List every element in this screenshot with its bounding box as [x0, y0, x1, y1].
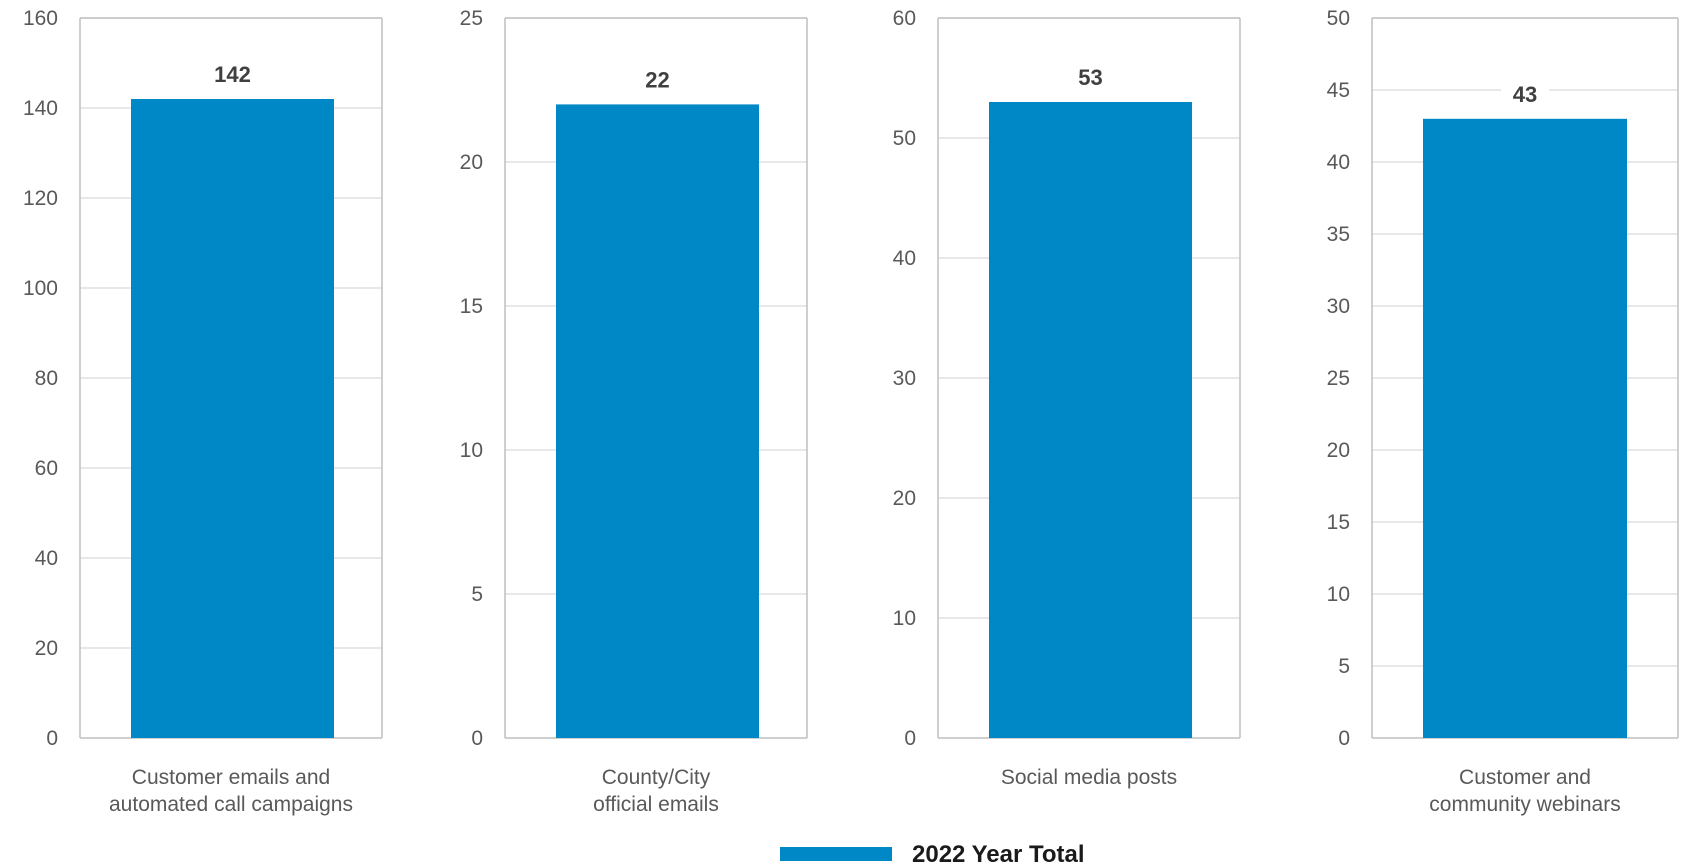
y-tick-label: 40 [893, 247, 916, 270]
y-tick-label: 10 [1327, 583, 1350, 606]
y-tick-label: 40 [35, 547, 58, 570]
chart-panel-2: 0 5 10 15 20 25 22 County/City official emails [460, 7, 808, 816]
y-tick-label: 60 [893, 7, 916, 30]
y-tick-label: 100 [23, 277, 58, 300]
y-tick-label: 45 [1327, 79, 1350, 102]
bar [1423, 118, 1627, 739]
legend-swatch [780, 847, 892, 861]
y-tick-label: 30 [893, 367, 916, 390]
bar [131, 99, 334, 738]
y-tick-label: 15 [460, 295, 483, 318]
y-tick-label: 40 [1327, 151, 1350, 174]
data-label-background [1066, 63, 1115, 91]
y-tick-label: 20 [460, 151, 483, 174]
bar [989, 102, 1192, 738]
y-tick-label: 15 [1327, 511, 1350, 534]
chart-panel-1: 0 20 40 60 80 100 120 140 160 142 Customer emails … [23, 7, 383, 816]
y-tick-label: 120 [23, 187, 58, 210]
y-tick-label: 10 [893, 607, 916, 630]
x-category-label: community webinars [1429, 793, 1620, 816]
y-tick-label: 30 [1327, 295, 1350, 318]
chart-panel-3: 0 10 20 30 40 50 60 53 Social media posts [893, 7, 1241, 789]
y-tick-label: 0 [471, 727, 483, 750]
y-tick-label: 60 [35, 457, 58, 480]
y-tick-label: 5 [1338, 655, 1350, 678]
y-tick-label: 0 [46, 727, 58, 750]
y-tick-label: 160 [23, 7, 58, 30]
chart-panel-4: 0 5 10 15 20 25 30 35 40 45 50 43 Customer and commun… [1327, 7, 1679, 816]
y-tick-label: 10 [460, 439, 483, 462]
data-label: 43 [1513, 82, 1537, 107]
x-category-label: Customer emails and [132, 766, 330, 789]
x-category-label: Customer and [1459, 766, 1591, 789]
legend-label: 2022 Year Total [912, 841, 1085, 865]
y-tick-label: 20 [35, 637, 58, 660]
data-label: 22 [645, 67, 669, 92]
y-tick-label: 0 [904, 727, 916, 750]
data-label-background [633, 65, 682, 94]
legend: 2022 Year Total [780, 841, 1085, 865]
y-tick-label: 5 [471, 583, 483, 606]
data-label-background [1501, 79, 1549, 108]
x-category-label: official emails [593, 793, 719, 816]
y-tick-label: 25 [460, 7, 483, 30]
data-label-background [208, 60, 257, 88]
x-category-label: County/City [602, 766, 711, 789]
y-tick-label: 140 [23, 97, 58, 120]
y-tick-label: 25 [1327, 367, 1350, 390]
y-tick-label: 20 [893, 487, 916, 510]
y-tick-label: 35 [1327, 223, 1350, 246]
y-tick-label: 0 [1338, 727, 1350, 750]
y-tick-label: 50 [893, 127, 916, 150]
bar [556, 104, 759, 738]
y-tick-label: 80 [35, 367, 58, 390]
y-tick-label: 20 [1327, 439, 1350, 462]
data-label: 53 [1078, 65, 1102, 90]
data-label: 142 [214, 62, 251, 87]
x-category-label: Social media posts [1001, 766, 1177, 789]
x-category-label: automated call campaigns [109, 793, 353, 816]
y-tick-label: 50 [1327, 7, 1350, 30]
